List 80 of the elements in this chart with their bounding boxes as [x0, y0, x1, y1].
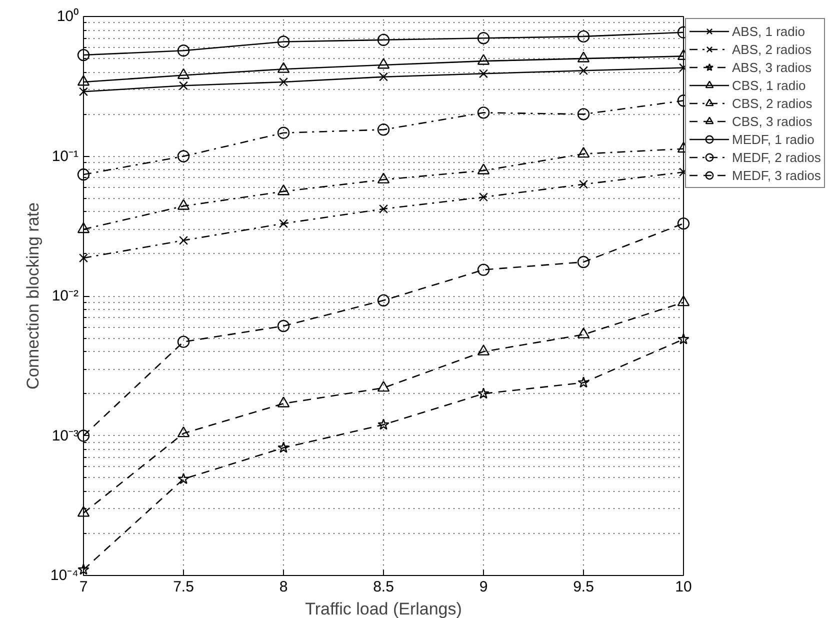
y-tick-label: 10⁻¹ [52, 148, 79, 165]
point [377, 294, 390, 306]
x-tick-label: 7 [79, 578, 88, 596]
x-tick-label: 9 [479, 578, 488, 596]
point [677, 295, 690, 306]
x-axis-title: Traffic load (Erlangs) [305, 600, 462, 618]
point [577, 256, 590, 268]
point [178, 472, 190, 484]
point [477, 106, 490, 119]
point [577, 30, 590, 43]
point [277, 396, 290, 408]
x-tick-label: 9.5 [573, 578, 594, 596]
point [177, 336, 190, 348]
point [579, 66, 588, 76]
y-axis-title: Connection blocking rate [23, 202, 42, 390]
point [177, 199, 190, 210]
point [577, 328, 590, 338]
point [379, 204, 388, 214]
point [377, 124, 390, 136]
legend-label: ABS, 1 radio [732, 22, 805, 40]
y-tick-label: 10⁻² [52, 288, 79, 304]
y-tick-label: 10⁻³ [52, 427, 79, 444]
point [77, 75, 90, 86]
point [477, 344, 490, 356]
legend-label: ABS, 3 radios [732, 58, 812, 76]
x-tick-label: 10 [675, 578, 692, 596]
point [277, 62, 290, 73]
legend-label: CBS, 1 radio [732, 76, 806, 94]
point [577, 146, 590, 158]
point [377, 58, 390, 69]
x-tick-label: 8 [279, 578, 288, 596]
point [77, 506, 90, 517]
y-tick-label: 10⁰ [56, 8, 79, 25]
point [377, 380, 390, 392]
point [678, 333, 690, 344]
point [378, 418, 390, 430]
point [177, 44, 190, 57]
point [677, 217, 690, 230]
point [279, 219, 288, 228]
point [279, 77, 288, 86]
point [578, 376, 590, 388]
point [477, 164, 490, 174]
point [477, 54, 490, 65]
point [179, 81, 188, 90]
point [77, 222, 90, 234]
point [479, 69, 488, 78]
point [377, 172, 390, 184]
point [479, 192, 488, 202]
legend-label: MEDF, 2 radios [732, 148, 821, 166]
point [477, 32, 490, 44]
point [177, 426, 190, 438]
point [379, 72, 388, 82]
point [579, 180, 588, 189]
point [77, 168, 90, 181]
point [77, 48, 90, 62]
point [377, 34, 390, 46]
y-tick-label: 10⁻⁴ [50, 567, 79, 584]
x-tick-label: 8.5 [373, 578, 394, 596]
point [177, 68, 190, 79]
point [277, 126, 290, 139]
legend-label: ABS, 2 radios [732, 40, 812, 58]
point [179, 236, 188, 245]
legend-label: MEDF, 3 radios [732, 166, 821, 184]
point [577, 108, 590, 120]
point [277, 184, 290, 196]
point [79, 87, 88, 96]
legend-label: CBS, 2 radios [732, 94, 812, 112]
point [477, 264, 490, 276]
point [77, 430, 90, 442]
point [478, 388, 490, 399]
point [277, 36, 290, 48]
point [78, 564, 90, 575]
point [577, 52, 590, 62]
x-tick-label: 7.5 [173, 578, 194, 596]
point [79, 254, 88, 262]
legend-label: CBS, 3 radios [732, 112, 812, 130]
point [277, 320, 290, 332]
point [177, 150, 190, 162]
legend-label: MEDF, 1 radio [732, 130, 814, 148]
point [278, 442, 290, 453]
